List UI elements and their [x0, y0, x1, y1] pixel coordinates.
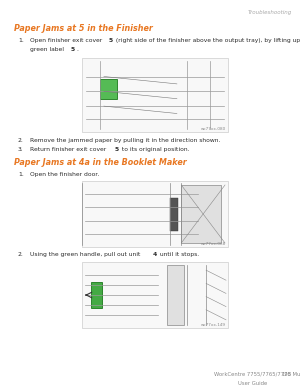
Text: Open the finisher door.: Open the finisher door. — [30, 172, 99, 177]
Text: 5: 5 — [115, 147, 119, 152]
Text: 2.: 2. — [18, 138, 24, 143]
Text: green label: green label — [30, 47, 66, 52]
Text: 1.: 1. — [18, 172, 24, 177]
Text: (right side of the finisher above the output tray), by lifting upward at: (right side of the finisher above the ou… — [114, 38, 300, 43]
Bar — [169, 197, 178, 230]
Text: Return finisher exit cover: Return finisher exit cover — [30, 147, 108, 152]
Text: Troubleshooting: Troubleshooting — [248, 10, 292, 15]
Text: 4: 4 — [153, 252, 157, 257]
Text: 5: 5 — [109, 38, 113, 43]
Text: until it stops.: until it stops. — [158, 252, 199, 257]
Text: WorkCentre 7755/7765/7775 Multifunction Printer: WorkCentre 7755/7765/7775 Multifunction … — [214, 372, 300, 377]
Bar — [82, 262, 228, 328]
Text: Using the green handle, pull out unit: Using the green handle, pull out unit — [30, 252, 142, 257]
Text: 198: 198 — [282, 372, 292, 377]
Text: Paper Jams at 5 in the Finisher: Paper Jams at 5 in the Finisher — [14, 24, 153, 33]
Text: Open finisher exit cover: Open finisher exit cover — [30, 38, 104, 43]
Text: Paper Jams at 4a in the Booklet Maker: Paper Jams at 4a in the Booklet Maker — [14, 158, 187, 167]
Text: 5: 5 — [71, 47, 75, 52]
Bar — [181, 185, 221, 243]
Bar — [91, 282, 102, 308]
Text: .: . — [76, 47, 78, 52]
Text: wc77xx-080: wc77xx-080 — [201, 127, 226, 131]
Bar — [167, 265, 184, 325]
Text: 3.: 3. — [18, 147, 24, 152]
Text: to its original position.: to its original position. — [120, 147, 190, 152]
Text: Remove the jammed paper by pulling it in the direction shown.: Remove the jammed paper by pulling it in… — [30, 138, 220, 143]
Text: 1.: 1. — [18, 38, 24, 43]
Bar — [82, 58, 228, 132]
Text: User Guide: User Guide — [238, 381, 268, 386]
Bar — [100, 79, 117, 99]
Text: wc77xx-068: wc77xx-068 — [201, 242, 226, 246]
Text: 2.: 2. — [18, 252, 24, 257]
Bar — [82, 181, 228, 247]
Text: wc77xx-149: wc77xx-149 — [201, 323, 226, 327]
